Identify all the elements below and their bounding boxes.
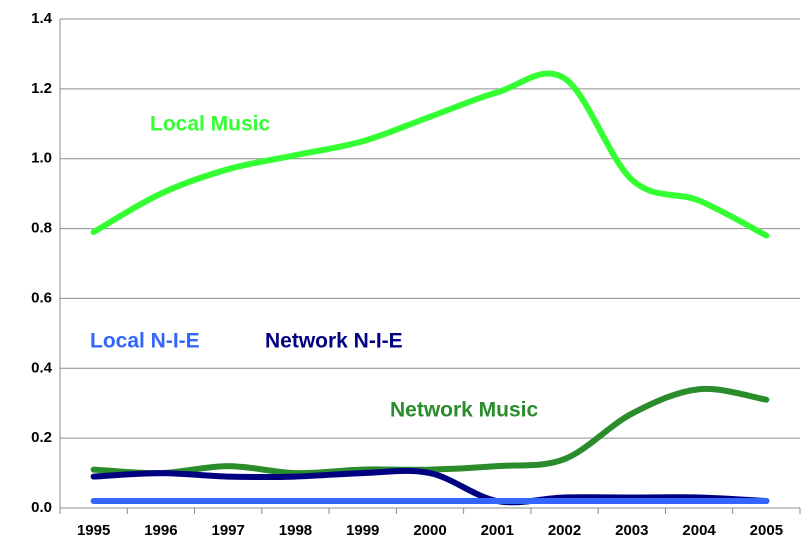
series-line bbox=[90, 385, 770, 477]
series-label: Local N-I-E bbox=[90, 330, 200, 353]
y-tick-label: 1.4 bbox=[31, 10, 53, 27]
series-label: Network N-I-E bbox=[265, 330, 403, 353]
x-tick-label: 2000 bbox=[413, 522, 446, 539]
x-tick-label: 1999 bbox=[346, 522, 379, 539]
x-tick-label: 2002 bbox=[548, 522, 581, 539]
series-label: Local Music bbox=[150, 113, 271, 136]
x-tick-label: 1997 bbox=[211, 522, 244, 539]
y-tick-label: 1.0 bbox=[31, 150, 52, 167]
x-tick-label: 2003 bbox=[615, 522, 648, 539]
x-tick-label: 1995 bbox=[77, 522, 110, 539]
series-line bbox=[90, 70, 770, 239]
series-line bbox=[90, 467, 770, 506]
x-tick-label: 1998 bbox=[279, 522, 312, 539]
y-tick-label: 1.2 bbox=[31, 80, 52, 97]
y-tick-label: 0.4 bbox=[31, 359, 53, 376]
y-tick-label: 0.0 bbox=[31, 499, 52, 516]
x-tick-label: 2001 bbox=[481, 522, 514, 539]
series-label: Network Music bbox=[390, 399, 539, 422]
x-tick-label: 2005 bbox=[750, 522, 783, 539]
x-tick-label: 2004 bbox=[682, 522, 716, 539]
y-tick-label: 0.8 bbox=[31, 220, 52, 237]
x-tick-label: 1996 bbox=[144, 522, 177, 539]
y-tick-label: 0.2 bbox=[31, 429, 52, 446]
y-tick-label: 0.6 bbox=[31, 289, 52, 306]
